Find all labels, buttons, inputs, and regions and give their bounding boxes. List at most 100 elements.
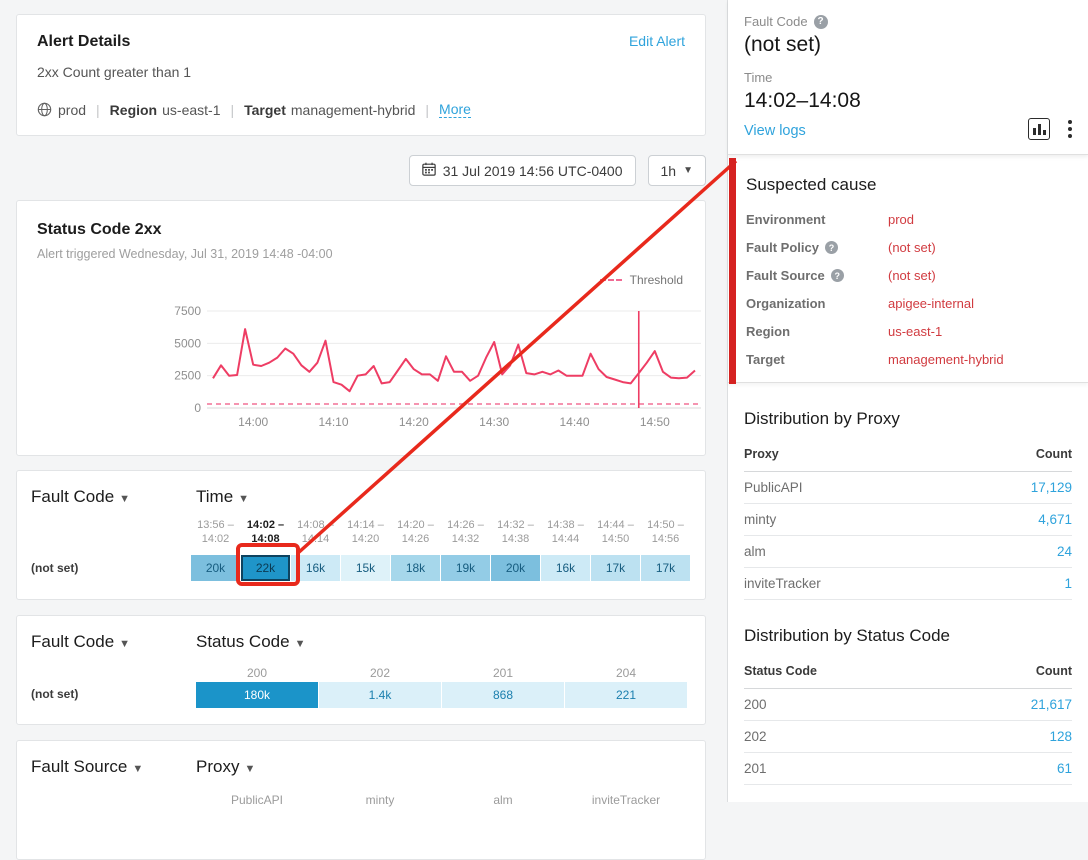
time-heatmap-cell[interactable]: 15k xyxy=(341,555,390,581)
fault-code-time-heatmap-card: Fault Code ▼ Time ▼ 13:56 –14:02 14:02 – 14:… xyxy=(16,470,706,600)
cause-value: us-east-1 xyxy=(888,324,943,339)
status-count-link[interactable]: 61 xyxy=(1056,761,1072,776)
chevron-down-icon: ▼ xyxy=(132,763,144,775)
datetime-picker-button[interactable]: 31 Jul 2019 14:56 UTC-0400 xyxy=(408,155,636,186)
target-label: Target xyxy=(244,101,286,118)
time-to: 14:44 xyxy=(551,533,580,545)
status-heatmap-headers: 200 202 201 204 xyxy=(196,666,687,680)
alert-condition: 2xx Count greater than 1 xyxy=(37,64,192,80)
row-dimension-dropdown[interactable]: Fault Source ▼ xyxy=(31,757,144,776)
bar-chart-icon[interactable] xyxy=(1028,118,1050,140)
status-code-chart-card: Status Code 2xx Alert triggered Wednesda… xyxy=(16,200,706,456)
time-heatmap-cell[interactable]: 20k xyxy=(491,555,540,581)
svg-text:2500: 2500 xyxy=(174,369,201,383)
time-column-header: 14:44 – 14:50 xyxy=(591,518,640,546)
suspected-cause-row: Organization apigee-internal xyxy=(746,296,1072,311)
chart-legend: Threshold xyxy=(599,273,683,287)
table-header: Status Code Count xyxy=(744,664,1072,689)
range-dropdown[interactable]: 1h ▼ xyxy=(647,155,706,186)
view-logs-link[interactable]: View logs xyxy=(744,123,806,139)
time-from: 14:32 – xyxy=(497,519,534,531)
cause-label-text: Target xyxy=(746,352,785,367)
proxy-count-link[interactable]: 1 xyxy=(1064,576,1072,591)
svg-text:0: 0 xyxy=(194,401,201,415)
suspected-cause-rows: Environment prod Fault Policy? (not set) Fau… xyxy=(746,212,1072,367)
more-link[interactable]: More xyxy=(439,101,471,118)
svg-text:7500: 7500 xyxy=(174,304,201,318)
status-heatmap-cell[interactable]: 221 xyxy=(565,682,687,708)
help-icon[interactable]: ? xyxy=(824,241,838,254)
status-heatmap-cell[interactable]: 1.4k xyxy=(319,682,441,708)
fault-code-label: Fault Code xyxy=(744,14,808,29)
distribution-by-status-section: Distribution by Status Code Status Code … xyxy=(728,600,1088,785)
time-to: 14:14 xyxy=(301,533,330,545)
environment-value: prod xyxy=(58,101,87,118)
time-column-header: 14:26 – 14:32 xyxy=(441,518,490,546)
time-column-header: 14:08 – 14:14 xyxy=(291,518,340,546)
suspected-cause-row: Fault Source? (not set) xyxy=(746,268,1072,283)
proxy-name: minty xyxy=(744,512,777,527)
time-heatmap-cell[interactable]: 17k xyxy=(591,555,640,581)
time-heatmap-cell[interactable]: 17k xyxy=(641,555,690,581)
heatmap-row-label: (not set) xyxy=(31,687,79,701)
row-dimension-dropdown[interactable]: Fault Code ▼ xyxy=(31,487,131,506)
time-heatmap-cell[interactable]: 16k xyxy=(541,555,590,581)
time-from: 14:38 – xyxy=(547,519,584,531)
column-header-count: Count xyxy=(1035,664,1072,678)
help-icon[interactable]: ? xyxy=(830,269,844,282)
dist-proxy-title: Distribution by Proxy xyxy=(744,409,900,428)
status-heatmap-cell[interactable]: 180k xyxy=(196,682,318,708)
time-heatmap-cell[interactable]: 19k xyxy=(441,555,490,581)
column-dimension-dropdown[interactable]: Time ▼ xyxy=(196,487,250,506)
time-heatmap-cell[interactable]: 18k xyxy=(391,555,440,581)
dist-status-title: Distribution by Status Code xyxy=(744,626,950,645)
svg-text:14:00: 14:00 xyxy=(238,415,268,429)
proxy-column-header: PublicAPI xyxy=(230,793,284,807)
proxy-count-link[interactable]: 17,129 xyxy=(1030,480,1072,495)
cause-label-text: Region xyxy=(746,324,791,339)
column-dimension-dropdown[interactable]: Proxy ▼ xyxy=(196,757,256,776)
row-dimension-dropdown[interactable]: Fault Code ▼ xyxy=(31,632,131,651)
table-row: alm 24 xyxy=(744,536,1072,568)
calendar-icon xyxy=(421,162,436,179)
time-to: 14:32 xyxy=(451,533,480,545)
time-from: 14:02 – xyxy=(246,519,285,531)
region-label: Region xyxy=(109,101,158,118)
status-heatmap-cell[interactable]: 868 xyxy=(442,682,564,708)
threshold-line-swatch xyxy=(599,279,622,281)
proxy-heatmap-headers: PublicAPI minty alm inviteTracker xyxy=(196,793,687,807)
kebab-menu-icon[interactable] xyxy=(1066,118,1074,140)
proxy-name: alm xyxy=(744,544,766,559)
status-table-rows: 200 21,617 202 128 201 61 xyxy=(744,689,1072,785)
table-row: minty 4,671 xyxy=(744,504,1072,536)
time-column-header: 13:56 – 14:02 xyxy=(191,518,240,546)
time-toolbar: 31 Jul 2019 14:56 UTC-0400 1h ▼ xyxy=(16,155,706,186)
chevron-down-icon: ▼ xyxy=(238,493,250,505)
status-count-link[interactable]: 128 xyxy=(1049,729,1072,744)
column-dimension-dropdown[interactable]: Status Code ▼ xyxy=(196,632,306,651)
time-to: 14:56 xyxy=(651,533,680,545)
proxy-name: PublicAPI xyxy=(744,480,803,495)
suspected-cause-title: Suspected cause xyxy=(746,175,877,194)
cause-label-text: Fault Policy xyxy=(746,240,819,255)
cause-label: Fault Policy? xyxy=(746,240,888,255)
globe-icon xyxy=(37,102,52,117)
table-row: 202 128 xyxy=(744,721,1072,753)
cause-label-text: Organization xyxy=(746,296,826,311)
separator: | xyxy=(230,101,235,118)
help-icon[interactable]: ? xyxy=(813,14,828,29)
proxy-count-link[interactable]: 4,671 xyxy=(1038,512,1072,527)
time-heatmap-cell[interactable]: 20k xyxy=(191,555,240,581)
status-count-link[interactable]: 21,617 xyxy=(1030,697,1072,712)
svg-text:5000: 5000 xyxy=(174,336,201,350)
datetime-value: 31 Jul 2019 14:56 UTC-0400 xyxy=(442,162,623,179)
edit-alert-link[interactable]: Edit Alert xyxy=(628,33,685,49)
time-heatmap-cell[interactable]: 22k xyxy=(241,555,290,581)
time-from: 13:56 – xyxy=(197,519,234,531)
status-name: 201 xyxy=(744,761,767,776)
proxy-count-link[interactable]: 24 xyxy=(1056,544,1072,559)
time-heatmap-cell[interactable]: 16k xyxy=(291,555,340,581)
cause-label-text: Environment xyxy=(746,212,826,227)
alert-details-title: Alert Details xyxy=(37,33,131,50)
suspected-cause-row: Target management-hybrid xyxy=(746,352,1072,367)
